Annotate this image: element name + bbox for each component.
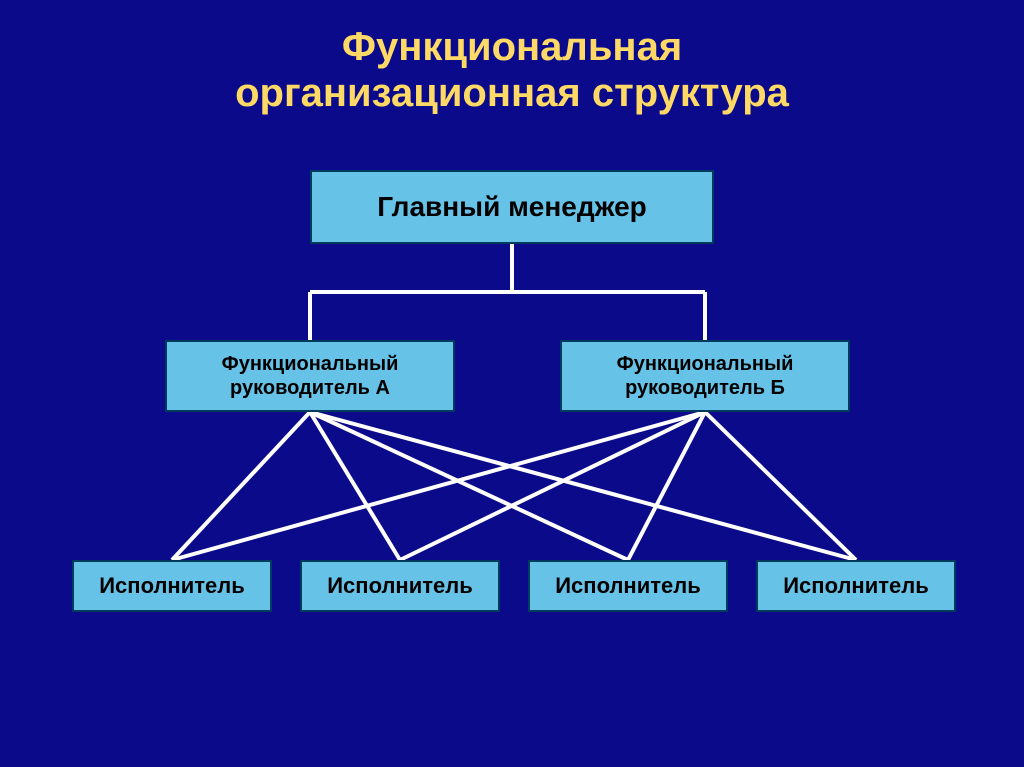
edge [172, 412, 705, 560]
edge [172, 412, 310, 560]
org-node-e2: Исполнитель [300, 560, 500, 612]
diagram-stage: Функциональная организационная структура… [0, 0, 1024, 767]
org-node-n1: Функциональный руководитель А [165, 340, 455, 412]
org-node-e1: Исполнитель [72, 560, 272, 612]
org-node-e3: Исполнитель [528, 560, 728, 612]
page-title: Функциональная организационная структура [0, 24, 1024, 116]
edge [628, 412, 705, 560]
org-node-e4: Исполнитель [756, 560, 956, 612]
org-node-n0: Главный менеджер [310, 170, 714, 244]
org-node-n2: Функциональный руководитель Б [560, 340, 850, 412]
